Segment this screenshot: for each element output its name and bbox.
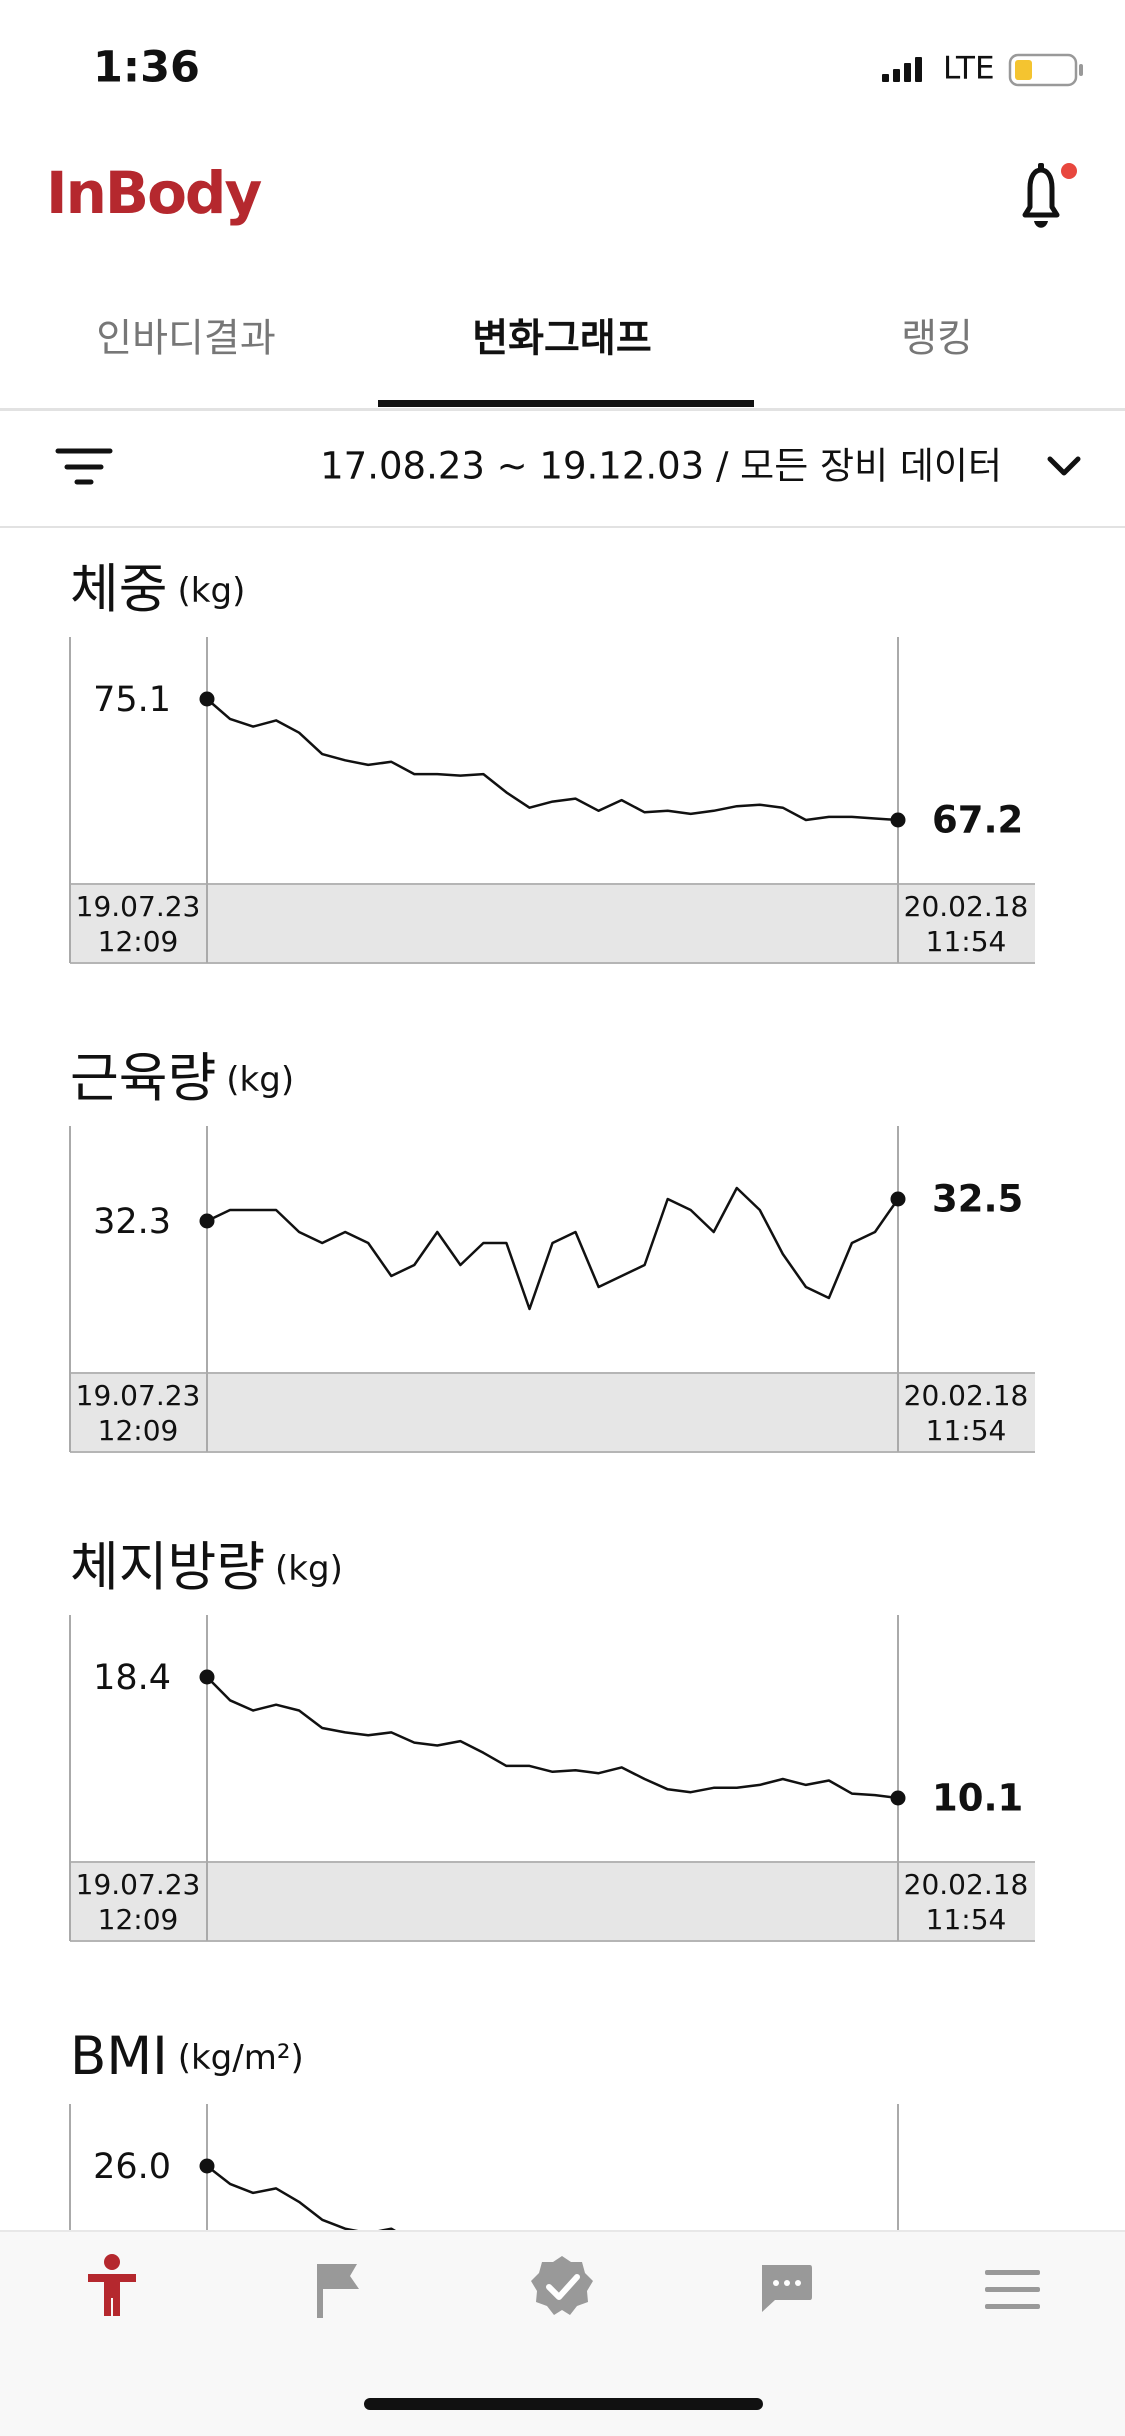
date-band [70, 1862, 1035, 1941]
chart-title: BMI (kg/m²) [70, 2026, 304, 2087]
logo[interactable]: InBody [46, 159, 263, 227]
date-label: 19.07.23 [76, 1379, 201, 1412]
chart-unit: (kg/m²) [178, 2038, 304, 2078]
tab-active[interactable]: 변화그래프 [472, 317, 651, 362]
nav-chat[interactable] [762, 2265, 812, 2312]
chart-title: 체중 (kg) [70, 559, 245, 620]
tab-indicator [378, 400, 754, 407]
date-label: 20.02.18 [904, 1379, 1029, 1412]
tab[interactable]: 랭킹 [901, 317, 973, 362]
date-label: 12:09 [98, 925, 179, 958]
date-label: 20.02.18 [904, 890, 1029, 923]
chart-title-text: 체지방량 [70, 1537, 265, 1598]
end-point [890, 1790, 906, 1806]
end-value: 10.1 [932, 1777, 1023, 1820]
trend-line [206, 2165, 396, 2230]
signal-icon [882, 57, 922, 82]
end-point [890, 1191, 906, 1207]
date-band [70, 1373, 1035, 1452]
end-point [199, 2158, 215, 2174]
date-label: 19.07.23 [76, 1868, 201, 1901]
date-label: 11:54 [926, 1903, 1007, 1936]
date-label: 19.07.23 [76, 890, 201, 923]
end-point [890, 812, 906, 828]
nav-body[interactable] [88, 2254, 136, 2316]
trend-line [206, 1186, 900, 1311]
date-label: 20.02.18 [904, 1868, 1029, 1901]
tab-divider [0, 408, 1125, 411]
filter-icon[interactable] [55, 448, 113, 485]
chart-title: 체지방량 (kg) [70, 1537, 343, 1598]
date-label: 11:54 [926, 925, 1007, 958]
date-label: 12:09 [98, 1414, 179, 1447]
chart-title: 근육량 (kg) [70, 1048, 294, 1109]
start-value: 32.3 [93, 1202, 171, 1242]
end-point [199, 1669, 215, 1685]
status-time: 1:36 [93, 43, 200, 93]
trend-line [206, 698, 899, 822]
chart-list: 체중 (kg)75.167.219.07.2312:0920.02.1811:54… [69, 559, 1035, 2230]
network-label: LTE [943, 51, 995, 87]
notification-bell[interactable] [1022, 163, 1077, 228]
start-value: 75.1 [93, 680, 171, 720]
chart-title-text: 근육량 [70, 1048, 216, 1109]
end-point [199, 1213, 215, 1229]
filter-label[interactable]: 17.08.23 ~ 19.12.03 / 모든 장비 데이터 [320, 445, 1002, 488]
nav-badge[interactable] [531, 2256, 593, 2315]
end-value: 67.2 [932, 799, 1023, 842]
tab[interactable]: 인바디결과 [96, 317, 275, 362]
end-value: 32.5 [932, 1178, 1023, 1221]
home-indicator [364, 2398, 763, 2410]
chart-unit: (kg) [275, 1549, 343, 1589]
date-label: 12:09 [98, 1903, 179, 1936]
start-value: 26.0 [93, 2147, 171, 2187]
nav-goal[interactable] [317, 2264, 359, 2318]
bottom-nav [0, 2230, 1125, 2436]
start-value: 18.4 [93, 1658, 171, 1698]
end-point [199, 691, 215, 707]
filter-divider [0, 526, 1125, 528]
chart-unit: (kg) [178, 571, 246, 611]
trend-line [206, 1676, 899, 1800]
battery-icon [1008, 53, 1083, 87]
date-label: 11:54 [926, 1414, 1007, 1447]
dropdown-chevron[interactable] [1047, 456, 1081, 476]
chart-title-text: BMI [70, 2026, 168, 2087]
chart-unit: (kg) [226, 1060, 294, 1100]
nav-menu[interactable] [985, 2270, 1040, 2309]
chart-title-text: 체중 [70, 559, 168, 620]
date-band [70, 884, 1035, 963]
